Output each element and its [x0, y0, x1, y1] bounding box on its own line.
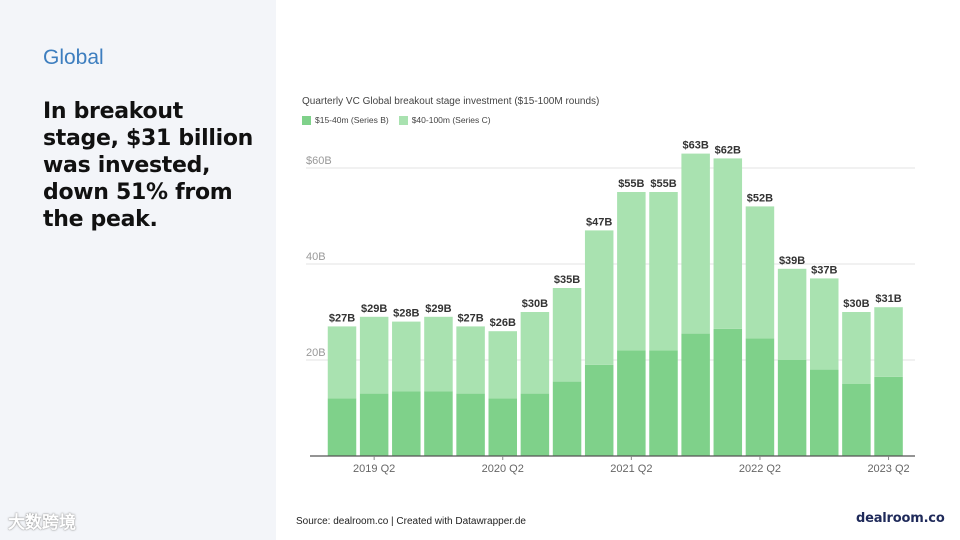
bar-series-b — [552, 381, 582, 456]
x-tick-label: 2019 Q2 — [353, 463, 395, 475]
x-tick-label: 2023 Q2 — [867, 463, 909, 475]
bar-series-c — [713, 158, 743, 329]
bar-series-c — [777, 268, 807, 360]
bar-total-label: $26B — [490, 317, 516, 329]
bar-series-b — [810, 369, 839, 456]
headline: In breakout stage, $31 billion was inves… — [43, 99, 254, 232]
legend-item-series-b: $15-40m (Series B) — [302, 115, 389, 125]
bar-series-b — [745, 338, 775, 456]
bar-series-b — [359, 393, 389, 456]
dealroom-logo: dealroom.co — [856, 511, 945, 526]
bar-series-b — [681, 333, 710, 456]
left-panel: Global In breakout stage, $31 billion wa… — [0, 0, 276, 540]
y-tick-label: 40B — [306, 251, 326, 263]
bar-total-label: $27B — [329, 312, 355, 324]
bar-total-label: $37B — [811, 264, 837, 276]
legend-item-series-c: $40-100m (Series C) — [398, 115, 491, 125]
bar-series-c — [392, 321, 421, 392]
bar-series-c — [552, 288, 582, 382]
bar-series-c — [842, 312, 871, 384]
bar-series-b — [842, 384, 871, 456]
x-tick-label: 2021 Q2 — [610, 463, 652, 475]
bar-series-b — [392, 391, 421, 456]
legend-swatch-series-c — [398, 115, 408, 125]
bar-series-c — [520, 312, 550, 394]
bar-series-c — [617, 192, 646, 351]
bar-total-label: $29B — [425, 303, 451, 315]
bar-total-label: $27B — [457, 312, 483, 324]
bar-series-c — [649, 192, 678, 351]
bar-total-label: $31B — [875, 293, 901, 305]
bar-series-b — [327, 398, 357, 456]
x-tick-label: 2020 Q2 — [482, 463, 524, 475]
bar-series-c — [745, 206, 775, 339]
bar-total-label: $28B — [393, 308, 419, 320]
bar-total-label: $52B — [747, 192, 773, 204]
legend-swatch-series-b — [302, 115, 311, 125]
bar-series-b — [424, 391, 453, 456]
bar-series-b — [488, 398, 517, 456]
section-label: Global — [43, 46, 104, 69]
watermark-logo: 大数跨境 — [8, 513, 76, 533]
x-tick-label: 2022 Q2 — [739, 463, 781, 475]
bar-series-c — [359, 316, 389, 394]
bar-series-b — [456, 393, 485, 456]
bar-series-b — [713, 328, 743, 456]
bar-series-c — [874, 307, 903, 377]
bar-series-b — [617, 350, 646, 456]
legend-label-series-c: $40-100m (Series C) — [411, 115, 491, 125]
bar-series-c — [424, 316, 453, 392]
bar-total-label: $30B — [522, 298, 548, 310]
bar-series-b — [777, 360, 807, 456]
bar-total-label: $35B — [554, 274, 580, 286]
bar-total-label: $29B — [361, 303, 387, 315]
bar-series-c — [681, 153, 710, 334]
source-note: Source: dealroom.co | Created with Dataw… — [296, 516, 526, 527]
bar-series-b — [649, 350, 678, 456]
bar-series-b — [520, 393, 550, 456]
bar-series-c — [810, 278, 839, 370]
bar-total-label: $62B — [715, 144, 741, 156]
bar-series-c — [327, 326, 357, 399]
chart-title: Quarterly VC Global breakout stage inves… — [302, 96, 600, 107]
bar-series-c — [488, 331, 517, 399]
bar-series-b — [874, 376, 903, 456]
bar-total-label: $55B — [618, 178, 644, 190]
bar-series-c — [584, 230, 614, 365]
bar-series-b — [584, 364, 614, 456]
bar-total-label: $39B — [779, 255, 805, 267]
y-tick-label: $60B — [306, 155, 332, 167]
bar-total-label: $47B — [586, 216, 612, 228]
legend-label-series-b: $15-40m (Series B) — [315, 115, 389, 125]
bar-total-label: $55B — [650, 178, 676, 190]
bar-total-label: $63B — [683, 140, 709, 152]
y-tick-label: 20B — [306, 347, 326, 359]
chart-legend: $15-40m (Series B) $40-100m (Series C) — [302, 115, 491, 125]
bar-total-label: $30B — [843, 298, 869, 310]
bar-series-c — [456, 326, 485, 394]
